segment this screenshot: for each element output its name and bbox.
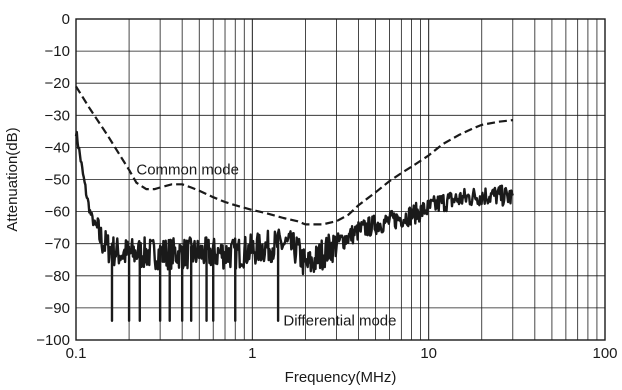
y-tick-label: −30 [45, 107, 70, 124]
x-tick-label: 100 [592, 345, 617, 362]
y-tick-label: −40 [45, 139, 70, 156]
x-axis-label: Frequency(MHz) [285, 369, 397, 386]
series-common-mode [75, 85, 513, 226]
plot-frame [75, 18, 606, 341]
y-tick-label: −20 [45, 75, 70, 92]
x-tick-label: 10 [420, 345, 437, 362]
y-tick-label: −70 [45, 236, 70, 253]
y-tick-label: −10 [45, 43, 70, 60]
y-tick-label: −100 [36, 332, 70, 349]
annotation-common-mode: Common mode [136, 162, 239, 179]
y-tick-label: 0 [62, 11, 70, 28]
y-tick-label: −60 [45, 204, 70, 221]
y-tick-label: −90 [45, 300, 70, 317]
series-group [74, 85, 514, 322]
x-tick-label: 0.1 [66, 345, 87, 362]
y-tick-label: −80 [45, 268, 70, 285]
x-tick-label: 1 [248, 345, 256, 362]
y-axis-label: Attenuation(dB) [4, 127, 21, 231]
series-differential-mode [74, 130, 514, 276]
y-tick-label: −50 [45, 172, 70, 189]
annotation-differential-mode: Differential mode [283, 313, 396, 330]
grid [75, 18, 605, 341]
